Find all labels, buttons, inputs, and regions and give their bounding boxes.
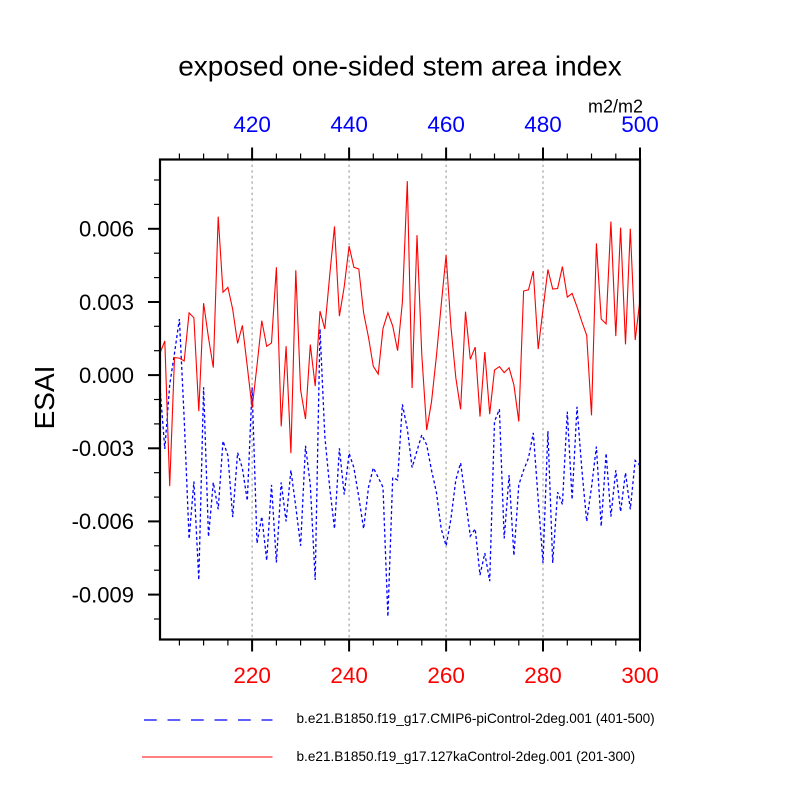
svg-text:240: 240 [330, 663, 368, 688]
svg-text:m2/m2: m2/m2 [588, 97, 643, 117]
svg-text:460: 460 [427, 112, 465, 137]
svg-text:0.000: 0.000 [79, 363, 134, 388]
svg-text:b.e21.B1850.f19_g17.CMIP6-piCo: b.e21.B1850.f19_g17.CMIP6-piControl-2deg… [297, 711, 655, 726]
svg-text:440: 440 [330, 112, 368, 137]
svg-text:b.e21.B1850.f19_g17.127kaContr: b.e21.B1850.f19_g17.127kaControl-2deg.00… [297, 749, 636, 764]
svg-text:280: 280 [524, 663, 562, 688]
svg-text:220: 220 [233, 663, 271, 688]
svg-text:ESAI: ESAI [29, 366, 60, 430]
svg-text:500: 500 [621, 112, 659, 137]
svg-text:-0.009: -0.009 [72, 582, 134, 607]
svg-text:480: 480 [524, 112, 562, 137]
svg-text:260: 260 [427, 663, 465, 688]
svg-text:exposed one-sided stem area in: exposed one-sided stem area index [178, 51, 622, 82]
svg-text:420: 420 [233, 112, 271, 137]
svg-text:-0.003: -0.003 [72, 436, 134, 461]
svg-text:-0.006: -0.006 [72, 509, 134, 534]
svg-text:0.003: 0.003 [79, 290, 134, 315]
svg-text:0.006: 0.006 [79, 217, 134, 242]
svg-text:300: 300 [621, 663, 659, 688]
